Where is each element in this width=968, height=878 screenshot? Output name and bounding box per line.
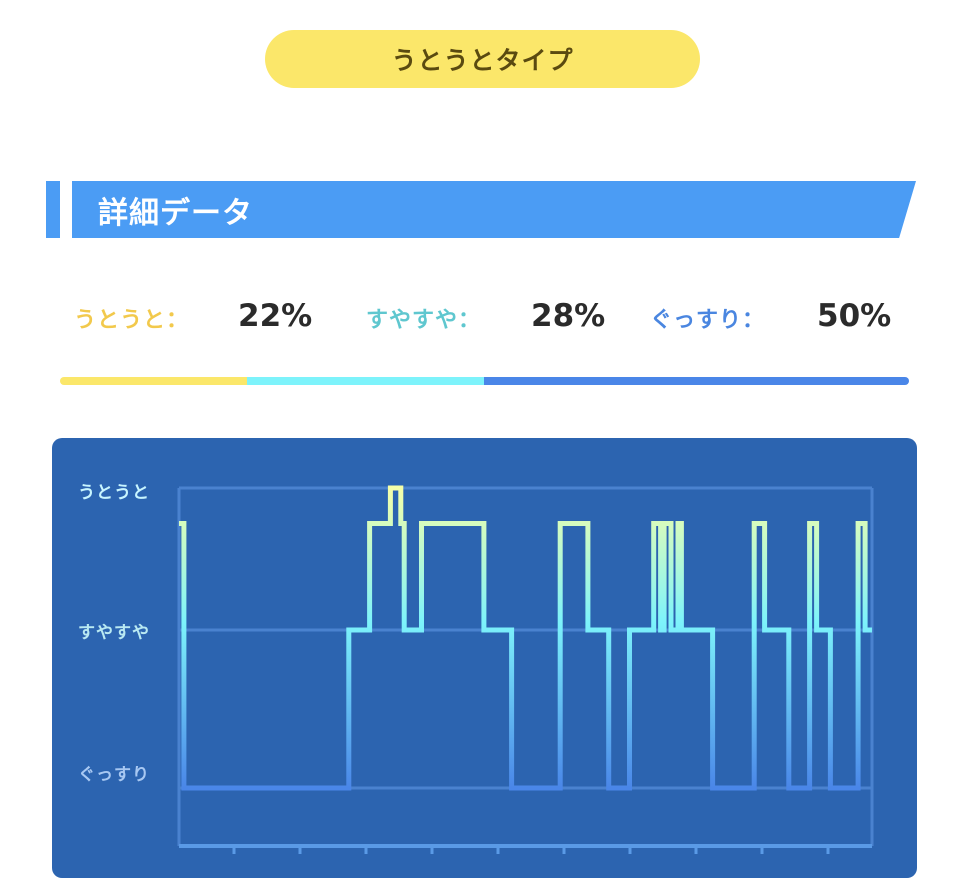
stat-label-utouto: うとうと：: [74, 308, 190, 333]
section-header-banner: [72, 181, 916, 238]
sleep-stage-line: [179, 485, 872, 791]
stat-value-suyasuya: 28%: [531, 298, 606, 334]
y-label-utouto: うとうと: [78, 483, 150, 503]
stat-label-gussuri: ぐっすり：: [650, 308, 766, 333]
stat-label-suyasuya: すやすや：: [366, 308, 482, 333]
stat-value-utouto: 22%: [238, 298, 313, 334]
ratio-segment-suyasuya: [246, 377, 485, 385]
y-label-gussuri: ぐっすり: [78, 765, 150, 785]
stat-value-gussuri: 50%: [817, 298, 892, 334]
y-label-suyasuya: すやすや: [78, 623, 150, 643]
sleep-type-badge: うとうとタイプ: [265, 30, 700, 88]
section-title: 詳細データ: [98, 196, 253, 231]
sleep-chart-panel: [52, 438, 917, 878]
ratio-segment-utouto: [60, 377, 247, 385]
section-accent-bar: [46, 181, 60, 238]
sleep-ratio-bar: [60, 377, 909, 385]
ratio-segment-gussuri: [484, 377, 909, 385]
